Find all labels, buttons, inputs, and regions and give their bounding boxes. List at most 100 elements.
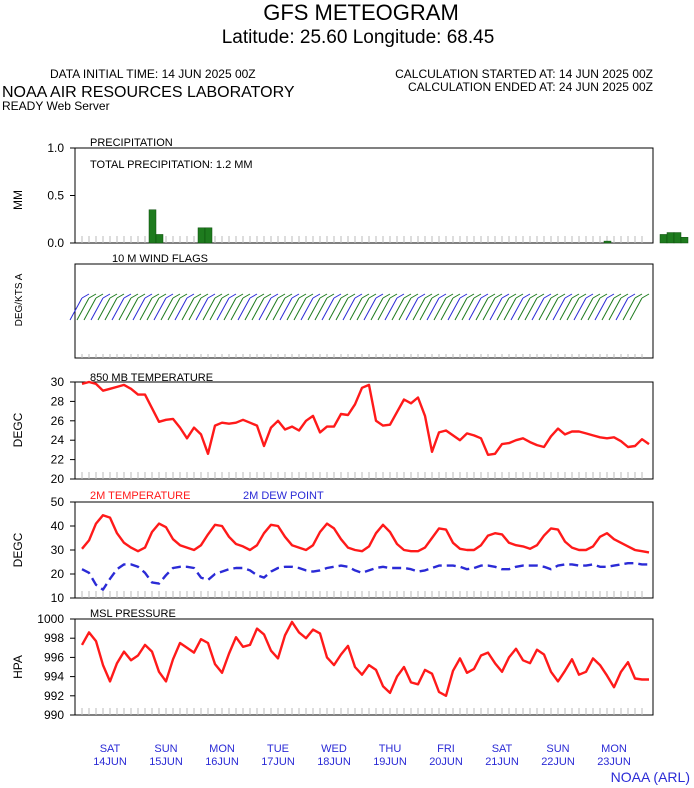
day-label-date: 19JUN — [373, 756, 407, 768]
wind-barb — [328, 297, 342, 321]
wind-barb-feather — [354, 293, 363, 299]
y-tick-label: 1.0 — [47, 141, 64, 155]
precip-bar — [673, 232, 682, 244]
wind-barb — [447, 297, 461, 321]
wind-barb — [356, 297, 370, 321]
pressure-title: MSL PRESSURE — [90, 608, 176, 620]
wind-barb-feather — [522, 293, 531, 299]
y-tick-label: 990 — [44, 708, 64, 722]
wind-barb — [300, 297, 314, 321]
wind-barb-feather — [452, 293, 461, 299]
y-tick-label: 992 — [44, 689, 64, 703]
wind-barb-feather — [291, 293, 300, 299]
wind-barb — [265, 297, 279, 321]
wind-barb-feather — [193, 293, 202, 299]
day-label-date: 18JUN — [317, 756, 351, 768]
wind-barb-feather — [515, 293, 524, 299]
wind-barb-feather — [445, 293, 454, 299]
wind-barb-feather — [361, 293, 370, 299]
wind-barb-feather — [137, 293, 146, 299]
wind-barb-feather — [123, 293, 132, 299]
wind-barb-feather — [270, 293, 279, 299]
wind-barb — [440, 297, 454, 321]
wind-barb-feather — [263, 293, 272, 299]
wind-barb-feather — [242, 293, 251, 299]
precip-bar — [680, 237, 689, 244]
wind-barb — [272, 297, 286, 321]
wind-barb — [314, 297, 328, 321]
day-label-date: 15JUN — [149, 756, 183, 768]
y-tick-label: 40 — [51, 519, 65, 533]
wind-barb-feather — [403, 293, 412, 299]
wind-barb-feather — [375, 293, 384, 299]
wind-barb — [153, 297, 167, 321]
wind-barb — [146, 297, 160, 321]
temp850-ylabel: DEGC — [11, 412, 25, 447]
wind-barb-feather — [529, 293, 538, 299]
day-label-dow: SUN — [154, 743, 177, 755]
wind-barb-feather — [424, 293, 433, 299]
wind-barb — [83, 297, 97, 321]
wind-barb-feather — [172, 293, 181, 299]
y-tick-label: 26 — [51, 414, 65, 428]
day-label-date: 23JUN — [597, 756, 631, 768]
day-label-dow: MON — [601, 743, 627, 755]
wind-barb-feather — [249, 293, 258, 299]
wind-barb — [160, 297, 174, 321]
wind-barb-feather — [634, 293, 643, 299]
wind-title: 10 M WIND FLAGS — [112, 253, 208, 265]
wind-barb-feather — [480, 293, 489, 299]
wind-barb — [244, 297, 258, 321]
wind-barb — [104, 297, 118, 321]
wind-barb-feather — [165, 293, 174, 299]
wind-barb — [279, 297, 293, 321]
y-tick-label: 0.5 — [47, 189, 64, 203]
precip-bar — [666, 232, 675, 244]
series-850mb-temperature — [81, 380, 650, 456]
wind-barb-feather — [312, 293, 321, 299]
wind-barb-feather — [144, 293, 153, 299]
wind-barb — [118, 297, 132, 321]
wind-barb — [286, 297, 300, 321]
wind-barb — [111, 297, 125, 321]
wind-barb — [405, 297, 419, 321]
wind-barb-feather — [627, 293, 636, 299]
wind-barb-feather — [102, 293, 111, 299]
wind-barb-feather — [606, 293, 615, 299]
precip-bar — [155, 234, 164, 244]
wind-barb-feather — [557, 293, 566, 299]
wind-barb — [377, 297, 391, 321]
wind-barb-feather — [88, 293, 97, 299]
wind-barb — [321, 297, 335, 321]
y-tick-label: 30 — [51, 543, 65, 557]
wind-barb-feather — [564, 293, 573, 299]
wind-barb — [174, 297, 188, 321]
series-msl-pressure — [80, 620, 649, 697]
wind-barb-feather — [81, 293, 90, 299]
wind-barb — [608, 297, 622, 321]
precip-bar — [197, 227, 206, 244]
y-tick-label: 998 — [44, 631, 64, 645]
wind-barb — [601, 297, 615, 321]
wind-barb-feather — [550, 293, 559, 299]
day-label-dow: FRI — [437, 743, 455, 755]
wind-barb — [538, 297, 552, 321]
org-name: NOAA AIR RESOURCES LABORATORY — [2, 84, 295, 101]
wind-barb — [209, 297, 223, 321]
day-label-dow: SAT — [492, 743, 513, 755]
y-tick-label: 1000 — [37, 612, 64, 626]
wind-barb-feather — [95, 293, 104, 299]
precip-bar — [659, 234, 668, 244]
precip-title: PRECIPITATION — [90, 137, 173, 149]
wind-barb-feather — [214, 293, 223, 299]
wind-barb — [363, 297, 377, 321]
day-label-date: 20JUN — [429, 756, 463, 768]
wind-barb — [342, 297, 356, 321]
day-label-dow: SUN — [546, 743, 569, 755]
wind-barb-feather — [368, 293, 377, 299]
wind-barb — [482, 297, 496, 321]
wind-barb — [335, 297, 349, 321]
y-tick-label: 20 — [51, 567, 65, 581]
wind-barb — [167, 297, 181, 321]
y-tick-label: 24 — [51, 433, 65, 447]
